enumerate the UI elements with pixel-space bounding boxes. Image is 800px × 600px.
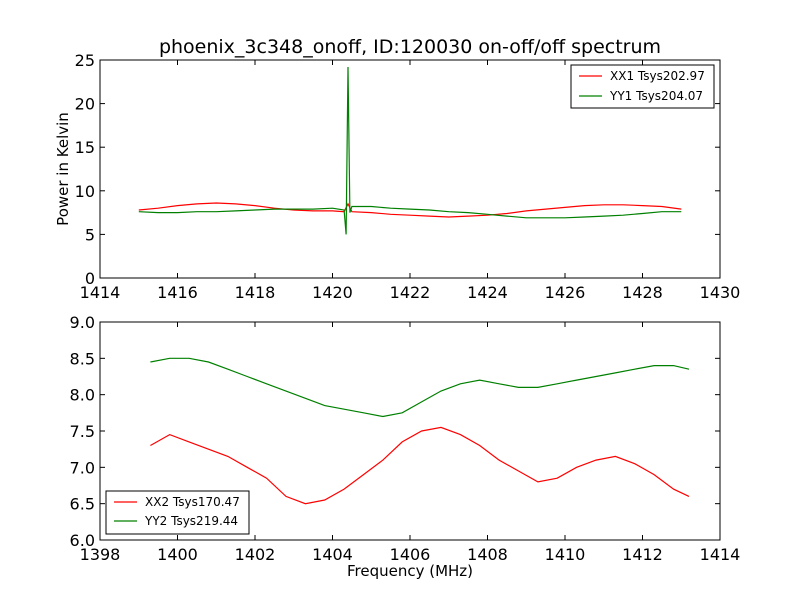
top-panel-legend: XX1 Tsys202.97 YY1 Tsys204.07 xyxy=(570,64,715,109)
top-series-line-1 xyxy=(138,202,682,218)
bottom-y-tick-label: 8.5 xyxy=(70,349,95,368)
bottom-y-tick-label: 8.0 xyxy=(70,386,95,405)
top-legend-label-xx1: XX1 Tsys202.97 xyxy=(610,69,705,83)
top-panel: 1414 1416 1418 1420 1422 1424 1426 1428 1430 051… xyxy=(54,51,740,302)
bottom-y-tick-label: 7.5 xyxy=(70,422,95,441)
bottom-x-tick-label: 1404 xyxy=(312,545,353,564)
bottom-panel-legend: XX2 Tsys170.47 YY2 Tsys219.44 xyxy=(105,490,250,535)
top-x-tick-label: 1424 xyxy=(467,283,508,302)
bottom-legend-box xyxy=(105,490,250,535)
top-x-tick-label: 1414 xyxy=(80,283,121,302)
bottom-y-tick-label: 9.0 xyxy=(70,313,95,332)
bottom-x-tick-label: 1412 xyxy=(622,545,663,564)
top-panel-x-ticks: 1414 1416 1418 1420 1422 1424 1426 1428 1430 xyxy=(80,60,741,302)
bottom-x-tick-label: 1406 xyxy=(390,545,431,564)
top-y-tick-label: 10 xyxy=(75,182,95,201)
bottom-x-tick-label: 1400 xyxy=(157,545,198,564)
top-y-tick-label: 20 xyxy=(75,95,95,114)
bottom-series-line-1 xyxy=(150,426,690,505)
bottom-x-tick-label: 1414 xyxy=(700,545,741,564)
top-legend-box xyxy=(570,64,715,109)
bottom-panel-lines xyxy=(150,357,690,505)
top-panel-ylabel: Power in Kelvin xyxy=(54,112,72,226)
top-y-tick-label: 5 xyxy=(85,225,95,244)
bottom-panel: 1398 1400 1402 1404 1406 1408 1410 1412 1414 6.0… xyxy=(70,313,741,580)
top-panel-lines xyxy=(138,66,682,235)
bottom-x-tick-label: 1398 xyxy=(80,545,121,564)
top-x-tick-label: 1422 xyxy=(390,283,431,302)
top-x-tick-label: 1420 xyxy=(312,283,353,302)
top-y-tick-label: 15 xyxy=(75,138,95,157)
top-x-tick-label: 1418 xyxy=(235,283,276,302)
bottom-y-tick-label: 6.5 xyxy=(70,495,95,514)
bottom-x-tick-label: 1402 xyxy=(235,545,276,564)
bottom-y-tick-label: 6.0 xyxy=(70,531,95,550)
top-x-tick-label: 1430 xyxy=(700,283,741,302)
top-x-tick-label: 1428 xyxy=(622,283,663,302)
bottom-legend-label-yy2: YY2 Tsys219.44 xyxy=(144,514,238,528)
top-legend-label-yy1: YY1 Tsys204.07 xyxy=(609,89,703,103)
bottom-series-line-2 xyxy=(150,357,690,418)
top-y-tick-label: 25 xyxy=(75,51,95,70)
top-series-line-2 xyxy=(138,66,682,235)
top-x-tick-label: 1426 xyxy=(545,283,586,302)
top-panel-y-ticks: 0 5 10 15 20 25 xyxy=(75,51,720,288)
bottom-panel-x-ticks: 1398 1400 1402 1404 1406 1408 1410 1412 1414 xyxy=(80,322,741,564)
chart-title: phoenix_3c348_onoff, ID:120030 on-off/of… xyxy=(159,36,661,58)
bottom-legend-label-xx2: XX2 Tsys170.47 xyxy=(145,495,240,509)
bottom-y-tick-label: 7.0 xyxy=(70,458,95,477)
bottom-panel-y-ticks: 6.0 6.5 7.0 7.5 8.0 8.5 9.0 xyxy=(70,313,720,550)
bottom-x-tick-label: 1408 xyxy=(467,545,508,564)
top-x-tick-label: 1416 xyxy=(157,283,198,302)
bottom-x-tick-label: 1410 xyxy=(545,545,586,564)
top-y-tick-label: 0 xyxy=(85,269,95,288)
bottom-panel-xlabel: Frequency (MHz) xyxy=(347,562,473,580)
